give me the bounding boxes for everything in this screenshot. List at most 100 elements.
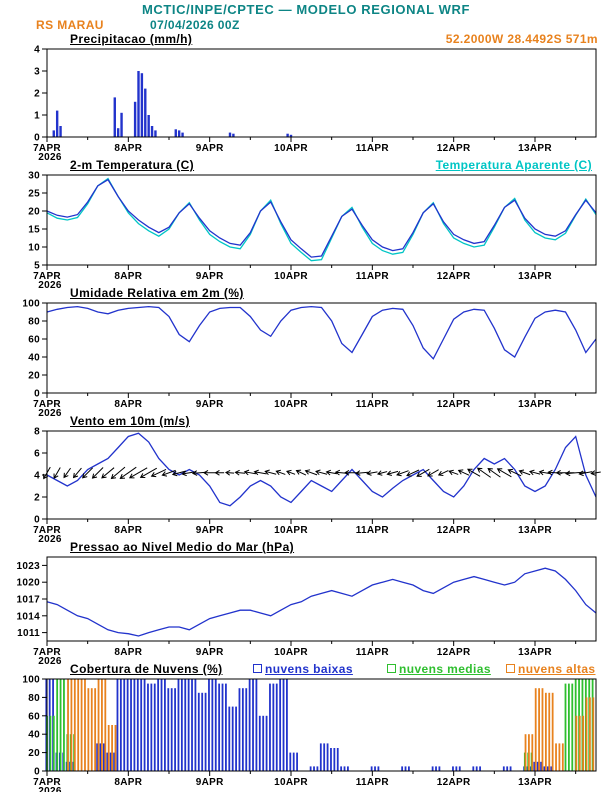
x-tick-label: 8APR: [114, 525, 142, 536]
x-tick-label: 8APR: [114, 647, 142, 658]
y-tick-label: 2: [34, 493, 40, 504]
plot-frame: [46, 678, 597, 772]
y-tick-label: 1: [34, 111, 40, 122]
x-tick-label: 13APR: [518, 525, 552, 536]
y-tick-label: 15: [28, 225, 40, 236]
x-tick-label: 8APR: [114, 777, 142, 788]
station-coordinates: 52.2000W 28.4492S 571m: [445, 32, 598, 46]
y-tick-label: 80: [28, 693, 40, 704]
humidity-title: Umidade Relativa em 2m (%): [70, 286, 244, 300]
y-tick-label: 2: [34, 89, 40, 100]
plot-frame: [46, 556, 597, 642]
clouds-title: Cobertura de Nuvens (%): [70, 662, 223, 676]
precipitation-panel: Precipitacao (mm/h) 52.2000W 28.4492S 57…: [0, 31, 612, 163]
clouds-title-row: Cobertura de Nuvens (%) nuvens baixas nu…: [0, 661, 612, 676]
x-tick-label: 13APR: [518, 777, 552, 788]
x-tick-label: 10APR: [274, 399, 308, 410]
legend-square-baixas-icon: [253, 664, 262, 673]
x-tick-label: 10APR: [274, 647, 308, 658]
legend-label-baixas: nuvens baixas: [265, 662, 353, 676]
y-tick-label: 6: [34, 449, 40, 460]
x-tick-label: 13APR: [518, 399, 552, 410]
x-tick-label: 9APR: [196, 525, 224, 536]
temperature-panel: 2-m Temperatura (C) Temperatura Aparente…: [0, 157, 612, 291]
precipitation-title: Precipitacao (mm/h): [70, 32, 193, 46]
cloud-bars: [45, 679, 595, 771]
x-year-label: 2026: [38, 280, 62, 291]
y-tick-label: 1020: [17, 578, 41, 589]
pressure-title-row: Pressao ao Nivel Medio do Mar (hPa): [0, 539, 612, 554]
y-tick-label: 1014: [17, 611, 41, 622]
y-tick-label: 1023: [17, 561, 41, 572]
y-tick-label: 25: [28, 189, 40, 200]
y-tick-label: 60: [28, 335, 40, 346]
y-tick-label: 20: [28, 748, 40, 759]
y-tick-label: 60: [28, 711, 40, 722]
legend-nuvens-altas: nuvens altas: [506, 662, 596, 676]
x-tick-label: 10APR: [274, 777, 308, 788]
wind-arrows: [43, 466, 601, 480]
pressure-panel: Pressao ao Nivel Medio do Mar (hPa) 1011…: [0, 539, 612, 667]
x-tick-label: 9APR: [196, 143, 224, 154]
x-tick-label: 9APR: [196, 399, 224, 410]
temperature-line: [46, 177, 597, 262]
x-tick-label: 13APR: [518, 143, 552, 154]
y-tick-label: 100: [22, 675, 40, 686]
x-year-label: 2026: [38, 656, 62, 667]
y-tick-label: 30: [28, 171, 40, 182]
x-tick-label: 9APR: [196, 777, 224, 788]
apparent-temperature-label: Temperatura Aparente (C): [435, 158, 592, 172]
clouds-panel: Cobertura de Nuvens (%) nuvens baixas nu…: [0, 661, 612, 792]
x-year-label: 2026: [38, 408, 62, 419]
x-tick-label: 11APR: [356, 647, 390, 658]
y-tick-label: 4: [34, 471, 40, 482]
x-tick-label: 9APR: [196, 271, 224, 282]
wind-line: [46, 432, 597, 507]
y-tick-label: 0: [34, 515, 40, 526]
y-tick-label: 8: [34, 427, 40, 438]
run-datetime: 07/04/2026 00Z: [150, 18, 240, 32]
plot-frame: [46, 174, 597, 266]
temperature-title: 2-m Temperatura (C): [70, 158, 195, 172]
x-tick-label: 8APR: [114, 399, 142, 410]
x-tick-label: 12APR: [437, 777, 471, 788]
x-tick-label: 8APR: [114, 143, 142, 154]
y-tick-label: 1011: [17, 628, 40, 639]
y-tick-label: 3: [34, 67, 40, 78]
x-tick-label: 10APR: [274, 271, 308, 282]
y-tick-label: 0: [34, 133, 40, 144]
x-tick-label: 7APR: [33, 399, 61, 410]
humidity-line: [46, 305, 597, 360]
x-tick-label: 13APR: [518, 647, 552, 658]
x-tick-label: 13APR: [518, 271, 552, 282]
y-tick-label: 0: [34, 389, 40, 400]
x-tick-label: 11APR: [356, 399, 390, 410]
y-tick-label: 20: [28, 371, 40, 382]
temperature-title-row: 2-m Temperatura (C) Temperatura Aparente…: [0, 157, 612, 172]
y-tick-label: 1017: [17, 595, 41, 606]
x-tick-label: 7APR: [33, 647, 61, 658]
x-tick-label: 12APR: [437, 399, 471, 410]
x-tick-label: 11APR: [356, 143, 390, 154]
x-tick-label: 7APR: [33, 271, 61, 282]
x-tick-label: 11APR: [356, 271, 390, 282]
legend-square-medias-icon: [387, 664, 396, 673]
y-tick-label: 0: [34, 767, 40, 778]
station-name: RS MARAU: [36, 18, 104, 32]
precipitation-bars: [52, 71, 293, 137]
x-tick-label: 11APR: [356, 525, 390, 536]
wind-title: Vento em 10m (m/s): [70, 414, 190, 428]
y-tick-label: 40: [28, 730, 40, 741]
legend-label-medias: nuvens medias: [399, 662, 491, 676]
pressure-line: [46, 567, 597, 637]
precipitation-title-row: Precipitacao (mm/h) 52.2000W 28.4492S 57…: [0, 31, 612, 46]
humidity-title-row: Umidade Relativa em 2m (%): [0, 285, 612, 300]
x-tick-label: 12APR: [437, 143, 471, 154]
x-tick-label: 12APR: [437, 525, 471, 536]
header-line2: RS MARAU 07/04/2026 00Z: [0, 18, 612, 32]
plot-frame: [46, 48, 597, 138]
x-tick-label: 11APR: [356, 777, 390, 788]
